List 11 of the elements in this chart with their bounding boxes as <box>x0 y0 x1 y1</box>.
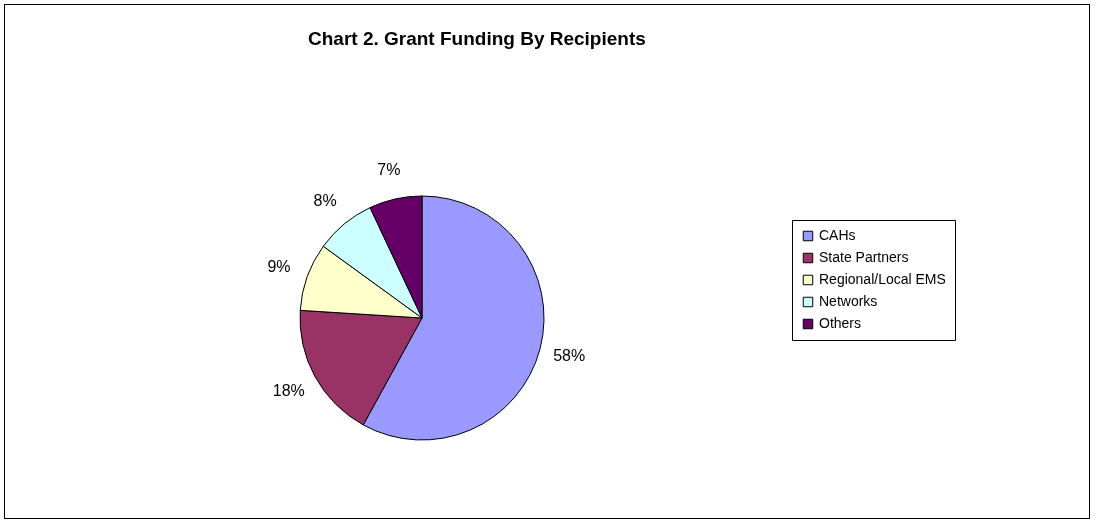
legend-label: Others <box>819 315 862 331</box>
legend-label: Regional/Local EMS <box>819 271 946 287</box>
chart-title: Chart 2. Grant Funding By Recipients <box>308 28 646 49</box>
legend-label: State Partners <box>819 249 909 265</box>
data-label: 7% <box>377 160 401 178</box>
legend-label: CAHs <box>819 227 856 243</box>
data-label: 8% <box>313 191 337 209</box>
data-label: 9% <box>267 257 291 275</box>
data-label: 18% <box>272 382 305 400</box>
legend-label: Networks <box>819 293 878 309</box>
data-label: 58% <box>553 346 586 364</box>
